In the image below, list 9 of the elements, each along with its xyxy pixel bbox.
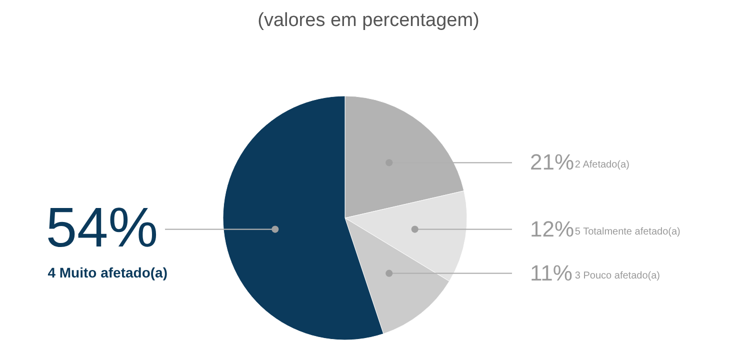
slice-label: 2 Afetado(a) — [574, 160, 630, 171]
slice-label: 4 Muito afetado(a) — [48, 264, 168, 280]
data-label: 12% — [530, 216, 574, 242]
slice-label: 3 Pouco afetado(a) — [574, 270, 660, 282]
data-label: 21% — [530, 150, 574, 175]
chart-title: (valores em percentagem) — [258, 10, 480, 31]
slice-label: 5 Totalmente afetado(a) — [574, 226, 680, 238]
data-label: 11% — [530, 260, 572, 286]
data-label: 54% — [46, 195, 158, 258]
